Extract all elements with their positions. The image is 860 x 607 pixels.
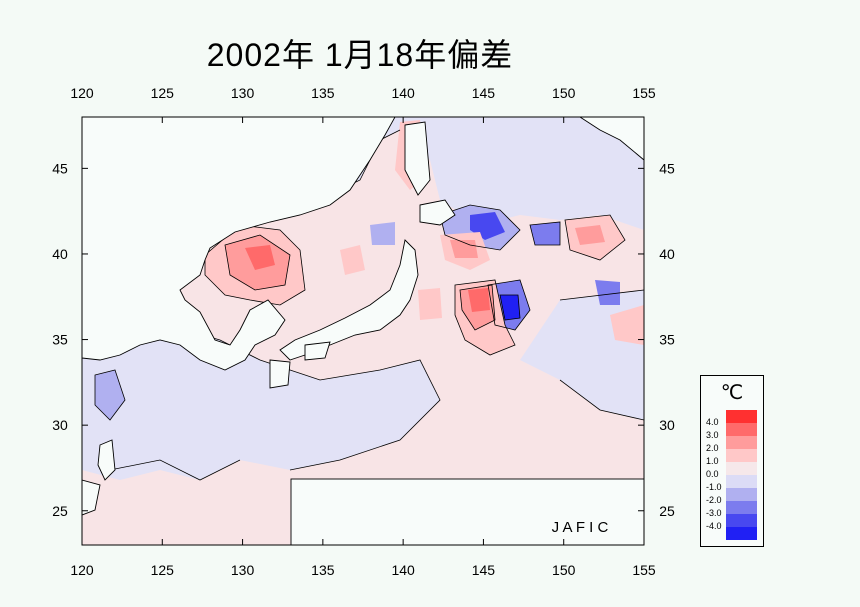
legend-swatch	[726, 423, 757, 436]
lon-tick-label-top: 120	[70, 85, 94, 101]
cool-region-okhotsk	[440, 117, 644, 230]
contour-line	[459, 284, 496, 331]
sakhalin-landmass	[404, 121, 431, 196]
legend-unit: ℃	[720, 382, 744, 404]
contour-line	[499, 294, 521, 321]
legend-swatch	[726, 514, 757, 527]
map-field	[82, 117, 644, 545]
legend-swatch	[726, 501, 757, 514]
contour-line	[204, 224, 306, 306]
contour-line	[439, 204, 521, 251]
contour-line	[109, 459, 241, 481]
legend-label: -4.0	[706, 521, 722, 531]
warm-spot-far-east	[610, 305, 644, 345]
legend-label: 4.0	[706, 417, 719, 427]
lat-tick-label-right: 35	[659, 332, 675, 348]
cool-region-southwest	[82, 320, 440, 480]
legend-label: 0.0	[706, 469, 719, 479]
warm-core-kuroshio	[468, 288, 490, 312]
kamchatka-landmass	[579, 117, 644, 161]
lat-tick-label-right: 25	[659, 503, 675, 519]
plot-frame	[81, 116, 645, 546]
contour-line	[529, 221, 561, 246]
legend-swatch	[726, 436, 757, 449]
contour-line	[559, 379, 644, 421]
land-masses	[82, 117, 644, 545]
legend-swatch	[726, 488, 757, 501]
legend-swatch	[726, 449, 757, 462]
legend-label: -1.0	[706, 482, 722, 492]
warm-spot-japan-sea	[340, 245, 365, 275]
lat-tick-label-left: 25	[52, 503, 68, 519]
lon-tick-label-top: 135	[311, 85, 335, 101]
legend-label: -2.0	[706, 495, 722, 505]
cool-spot-japan-sea	[370, 222, 395, 245]
south-china-landmass	[82, 479, 101, 516]
contour-line	[224, 234, 291, 291]
lon-tick-label-top: 125	[151, 85, 175, 101]
warm-spot-boso	[418, 288, 442, 320]
hokkaido-landmass	[419, 199, 456, 226]
axis-tick-labels: 120 120 125 125 130 130 135 135 140 140 145 145 150 1…	[52, 85, 675, 578]
lon-tick-label-bottom: 125	[151, 562, 175, 578]
lat-tick-label-right: 30	[659, 417, 675, 433]
lon-tick-label-top: 130	[231, 85, 255, 101]
cool-spot-far-east	[595, 280, 620, 305]
cool-core-sanriku	[500, 295, 520, 320]
contour-line	[487, 279, 531, 331]
lon-tick-label-bottom: 140	[391, 562, 415, 578]
legend-label: -3.0	[706, 508, 722, 518]
legend-swatch	[726, 475, 757, 488]
cool-spot-taiwan	[95, 370, 125, 420]
lat-tick-label-left: 45	[52, 160, 68, 176]
cool-spot-east	[530, 222, 560, 245]
warm-core-korea	[245, 245, 275, 270]
shikoku-landmass	[304, 341, 331, 361]
continent-landmass	[82, 117, 396, 371]
lon-tick-label-bottom: 135	[311, 562, 335, 578]
lon-tick-label-bottom: 130	[231, 562, 255, 578]
warm-mid-east	[575, 225, 605, 245]
honshu-landmass	[279, 239, 419, 361]
legend-label: 1.0	[706, 456, 719, 466]
kyushu-landmass	[269, 359, 291, 389]
lon-tick-label-top: 140	[391, 85, 415, 101]
lon-tick-label-top: 155	[632, 85, 656, 101]
legend-swatch	[726, 527, 757, 540]
map-mask-box	[290, 478, 644, 545]
contour-line	[559, 289, 644, 301]
lon-tick-label-bottom: 120	[70, 562, 94, 578]
lon-tick-label-bottom: 145	[472, 562, 496, 578]
lat-tick-label-left: 40	[52, 246, 68, 262]
lat-tick-label-right: 40	[659, 246, 675, 262]
lon-tick-label-bottom: 155	[632, 562, 656, 578]
warm-mid-hokkaido	[450, 240, 478, 258]
contour-line	[94, 369, 126, 421]
contour-line	[564, 214, 626, 261]
legend-swatch	[726, 462, 757, 475]
color-legend: ℃ 4.0 3.0 2.0 1.0 0.0 -1.0 -2.0 -3.0 -4.0	[700, 375, 764, 547]
taiwan-landmass	[97, 439, 116, 481]
legend-label: 2.0	[706, 443, 719, 453]
lon-tick-label-top: 150	[552, 85, 576, 101]
lat-tick-label-right: 45	[659, 160, 675, 176]
axis-ticks	[81, 117, 645, 545]
lon-tick-label-bottom: 150	[552, 562, 576, 578]
lat-tick-label-left: 35	[52, 332, 68, 348]
contour-line	[454, 279, 516, 356]
legend-label: 3.0	[706, 430, 719, 440]
map-title: 2002年 1月18年偏差	[206, 37, 514, 73]
credit-label: J A F I C	[552, 519, 609, 536]
lon-tick-label-top: 145	[472, 85, 496, 101]
legend-swatch	[726, 410, 757, 423]
lat-tick-label-left: 30	[52, 417, 68, 433]
